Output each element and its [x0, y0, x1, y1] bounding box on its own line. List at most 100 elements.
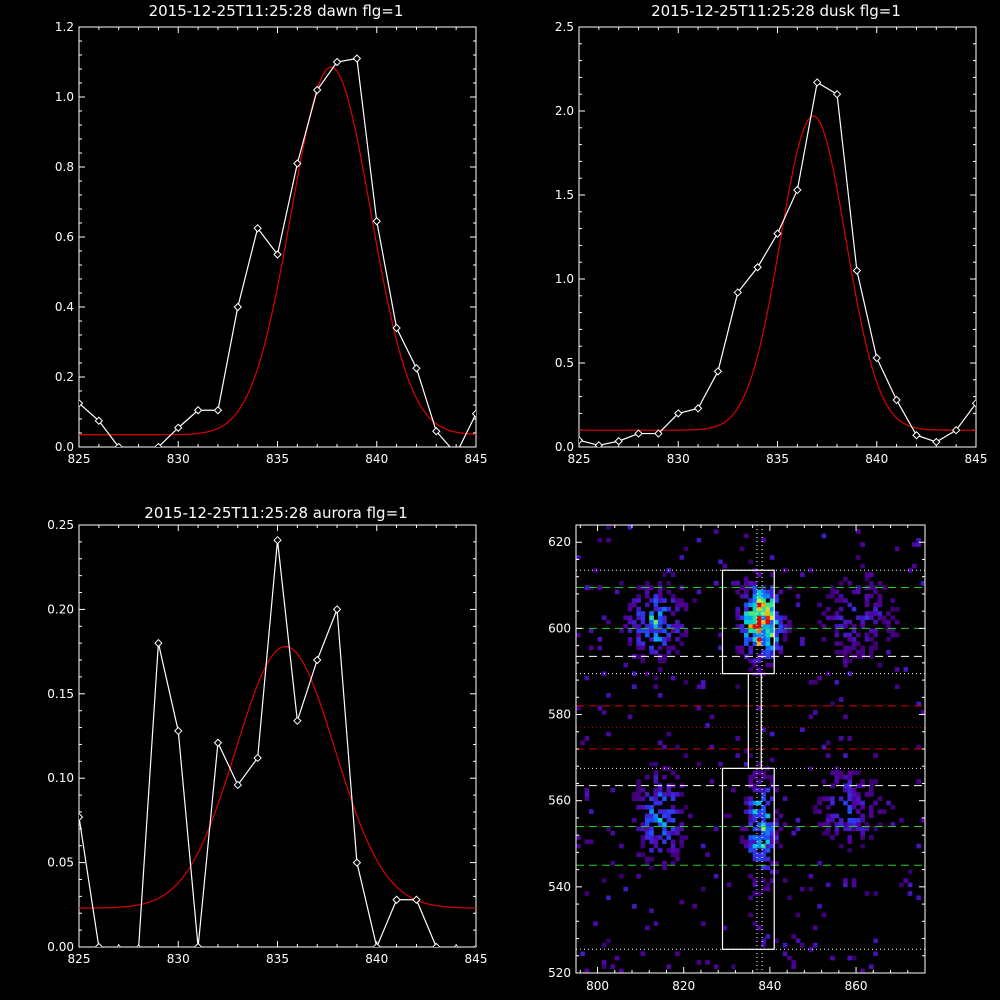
heatmap-cell [907, 869, 913, 875]
heatmap-cell [868, 593, 874, 599]
heatmap-cell [765, 606, 771, 612]
aurora-ytick-label: 0.20 [47, 602, 74, 616]
heatmap-cell [765, 593, 771, 599]
heatmap-cell [834, 641, 840, 646]
heatmap-cell [756, 770, 762, 776]
heatmap-cell [666, 637, 672, 642]
dawn-data-point [412, 364, 421, 373]
dawn-data-point [471, 409, 476, 418]
heatmap-cell [830, 585, 835, 590]
heatmap-cell [834, 624, 840, 629]
heatmap-cell [649, 839, 654, 845]
heatmap-cell [851, 628, 857, 633]
dusk-data-point [733, 288, 743, 297]
heatmap-cell [675, 856, 680, 862]
heatmap-cell [761, 878, 766, 883]
dawn-data-point [392, 323, 401, 333]
heatmap-cell [774, 593, 779, 599]
dawn-data-point [94, 416, 104, 425]
heatmap-cell [644, 589, 650, 595]
heatmap-cell [636, 787, 641, 793]
heatmap-cell [761, 774, 766, 780]
aurora-data-point [154, 638, 163, 648]
heatmap-cell [834, 822, 840, 827]
heatmap-cell [856, 800, 861, 806]
heatmap-cell [765, 822, 771, 827]
heatmap-cell [666, 645, 672, 651]
heatmap-cell [873, 779, 878, 784]
heatmap-cell [709, 779, 715, 784]
heatmap-cell [748, 645, 753, 651]
heatmap-cell [601, 960, 607, 965]
heatmap-cell [769, 835, 775, 840]
heatmap-cell [679, 632, 685, 638]
heatmap-cell [653, 593, 659, 599]
heatmap-cell [817, 861, 822, 866]
heatmap-cell [774, 817, 779, 823]
heatmap-cell [765, 843, 771, 849]
heatmap-cell [752, 593, 758, 599]
heatmap-cell [756, 835, 762, 840]
dawn-xtick-label: 825 [68, 452, 91, 466]
heatmap-cell [735, 736, 741, 741]
heatmap-cell [830, 955, 835, 961]
dawn-xtick-label: 840 [365, 452, 388, 466]
heatmap-cell [748, 895, 753, 901]
heatmap-cell [679, 641, 685, 646]
heatmap-cell [868, 779, 874, 784]
dawn-fit-curve [79, 66, 476, 436]
heatmap-cell [761, 865, 766, 870]
heatmap-cell [653, 649, 659, 655]
heatmap-cell [860, 563, 865, 569]
heatmap-cell [632, 671, 637, 677]
heatmap-cell [920, 581, 926, 586]
heatmap-cell [644, 830, 650, 836]
heatmap-cell [670, 830, 676, 836]
heatmap-cell [761, 787, 766, 793]
dusk-xtick-label: 840 [865, 452, 888, 466]
heatmap-cell [886, 619, 891, 625]
heatmap-cell [644, 822, 650, 827]
heatmap-cell [623, 624, 629, 629]
heatmap-cell [821, 830, 827, 836]
heatmap-cell [761, 589, 766, 595]
aurora-ytick-label: 0.00 [47, 940, 74, 954]
heatmap-cell [653, 619, 659, 625]
heatmap-cell [847, 787, 853, 793]
heatmap-cell [670, 770, 676, 776]
heatmap-cell [838, 770, 844, 776]
heatmap-cell [778, 589, 784, 595]
heatmap-cell [649, 645, 654, 651]
heatmap-cell [825, 826, 831, 832]
heatmap-cell [636, 873, 641, 879]
heatmap-cell [653, 598, 659, 603]
heatmap-cell [588, 628, 594, 633]
heatmap-cell [632, 684, 637, 689]
heatmap-cell [834, 830, 840, 836]
heatmap-cell [877, 581, 883, 586]
heatmap-cell [774, 641, 779, 646]
heatmap-cell [800, 641, 805, 646]
heatmap-cell [636, 611, 641, 616]
aurora-data-point [432, 942, 441, 947]
dusk-data-point [932, 437, 941, 447]
heatmap-cell [834, 649, 840, 655]
heatmap-cell [765, 839, 771, 845]
heatmap-cell [748, 658, 753, 664]
heatmap-cell [761, 822, 766, 827]
heatmap-cell [761, 796, 766, 801]
heatmap-cell [916, 542, 921, 547]
heatmap-cell [761, 611, 766, 616]
heatmap-cell [847, 817, 853, 823]
heatmap-cell [670, 628, 676, 633]
heatmap-cell [627, 714, 633, 720]
heatmap-cell [843, 753, 848, 758]
heatmap-cell [576, 835, 581, 840]
heatmap-cell [834, 774, 840, 780]
heatmap-cell [627, 628, 633, 633]
heatmap-cell [756, 637, 762, 642]
heatmap-cell [782, 624, 788, 629]
heatmap-cell [670, 611, 676, 616]
heatmap-cell [843, 783, 848, 789]
heatmap-cell [774, 632, 779, 638]
